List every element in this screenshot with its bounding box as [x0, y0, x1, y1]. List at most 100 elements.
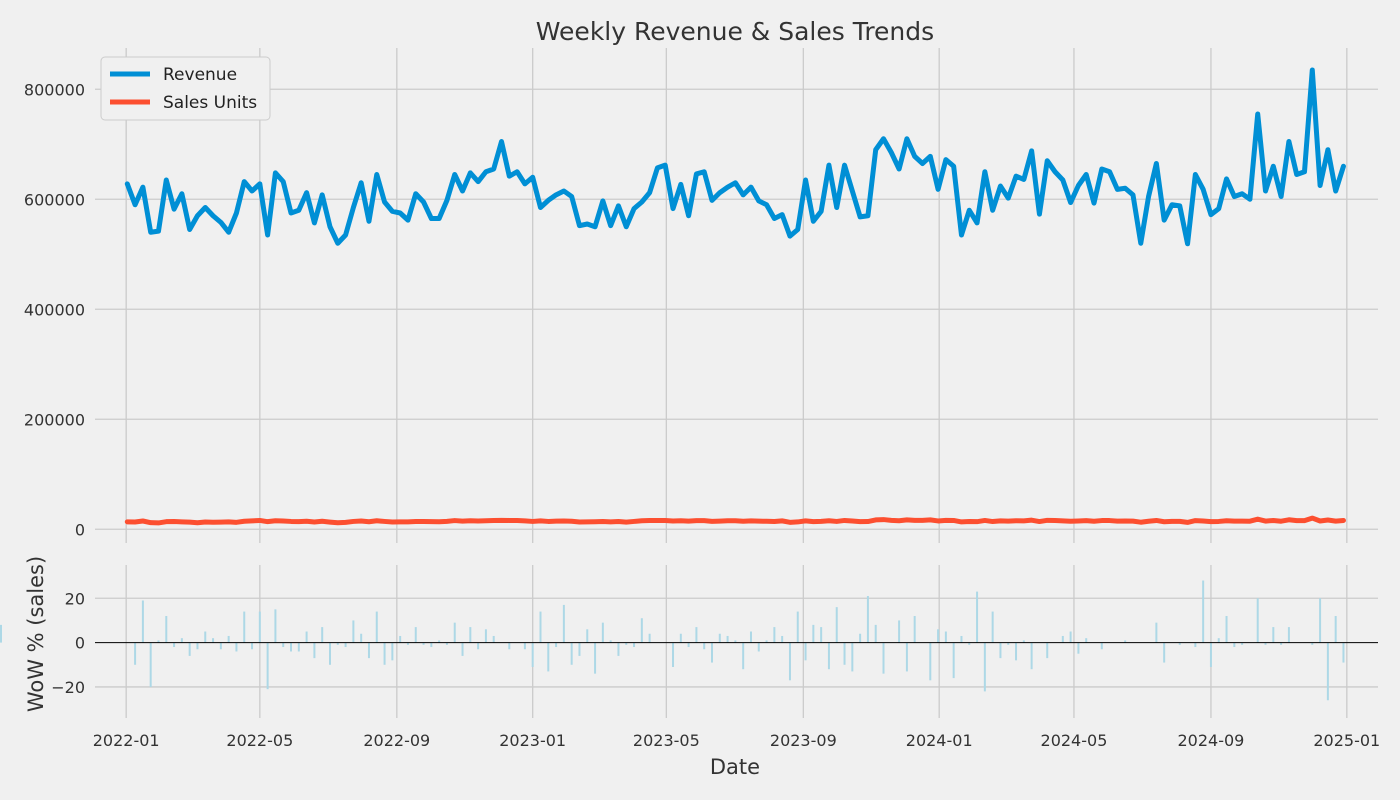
- wow-bar: [1264, 642, 1267, 645]
- wow-bar: [1342, 642, 1345, 663]
- wow-bar: [594, 642, 597, 674]
- wow-bar: [929, 642, 932, 681]
- x-tick-2024-05: 2024-05: [1041, 731, 1108, 750]
- wow-bar: [360, 633, 363, 643]
- wow-bar: [406, 642, 409, 645]
- wow-bar: [633, 642, 636, 648]
- wow-bar: [1085, 638, 1088, 643]
- wow-bar: [461, 642, 464, 656]
- wow-bar: [1178, 642, 1181, 645]
- wow-bar: [843, 642, 846, 665]
- wow-bar: [1046, 642, 1049, 659]
- wow-bar: [1326, 642, 1329, 701]
- wow-bar: [586, 629, 589, 643]
- wow-bar: [765, 640, 768, 643]
- wow-bar: [484, 629, 487, 643]
- top-y-tick-0: 0: [75, 520, 85, 539]
- wow-bar: [672, 642, 675, 667]
- top-grid: [95, 48, 1378, 543]
- wow-bar: [1069, 631, 1072, 643]
- wow-bar: [1311, 642, 1314, 645]
- wow-bar: [1194, 642, 1197, 648]
- legend-label-sales-units: Sales Units: [163, 93, 257, 113]
- wow-bar: [991, 611, 994, 643]
- wow-bar: [874, 624, 877, 643]
- wow-bar: [703, 642, 706, 650]
- wow-bar: [196, 642, 199, 650]
- wow-bar: [445, 642, 448, 645]
- wow-bar: [851, 642, 854, 672]
- wow-bar: [882, 642, 885, 674]
- wow-bar: [1233, 642, 1236, 648]
- wow-bar: [976, 591, 979, 643]
- wow-bar: [578, 642, 581, 656]
- wow-bar: [1287, 627, 1290, 643]
- wow-bar: [562, 604, 565, 643]
- x-tick-2022-09: 2022-09: [363, 731, 430, 750]
- wow-bar: [742, 642, 745, 670]
- wow-bar: [718, 633, 721, 643]
- wow-bar: [555, 642, 558, 648]
- wow-bar: [640, 618, 643, 643]
- wow-bar: [297, 642, 300, 652]
- wow-bar: [414, 627, 417, 643]
- wow-bar: [344, 642, 347, 648]
- wow-bar: [321, 627, 324, 643]
- wow-bar: [812, 624, 815, 643]
- wow-bars: [0, 580, 1345, 701]
- top-series: [124, 67, 1346, 526]
- bottom-grid: [95, 565, 1378, 718]
- legend: Revenue Sales Units: [100, 56, 271, 121]
- wow-bar: [375, 611, 378, 643]
- top-y-tick-600000: 600000: [24, 190, 85, 209]
- wow-bar: [243, 611, 246, 643]
- wow-bar: [820, 627, 823, 643]
- wow-bar: [430, 642, 433, 648]
- wow-bar: [383, 642, 386, 665]
- wow-bar: [679, 633, 682, 643]
- top-y-tick-200000: 200000: [24, 410, 85, 429]
- wow-bar: [711, 642, 713, 663]
- wow-bar: [235, 642, 238, 652]
- wow-bar: [1124, 640, 1127, 643]
- series-line-sales-units: [124, 515, 1346, 526]
- wow-bar: [835, 607, 838, 643]
- wow-bar: [422, 642, 425, 645]
- wow-bar: [648, 633, 651, 643]
- wow-bar: [523, 642, 526, 650]
- wow-bar: [905, 642, 908, 672]
- wow-bar: [274, 609, 277, 643]
- wow-bar: [531, 642, 534, 667]
- wow-bar: [749, 631, 752, 643]
- bottom-y-tick--20: −20: [51, 678, 85, 697]
- wow-bar: [1100, 642, 1103, 650]
- x-tick-2023-09: 2023-09: [770, 731, 837, 750]
- wow-bar: [141, 600, 144, 643]
- wow-bar: [1319, 598, 1322, 643]
- bottom-y-tick-0: 0: [75, 634, 85, 653]
- wow-bar: [180, 638, 183, 643]
- wow-bar: [539, 611, 542, 643]
- wow-bar: [508, 642, 511, 650]
- wow-bar: [781, 635, 784, 643]
- wow-bar: [204, 631, 207, 643]
- wow-bar: [188, 642, 191, 656]
- wow-bar: [1272, 627, 1275, 643]
- wow-bar: [1241, 642, 1244, 645]
- wow-bar: [1155, 622, 1158, 643]
- wow-bar: [999, 642, 1002, 659]
- x-tick-2024-01: 2024-01: [906, 731, 973, 750]
- x-tick-2025-01: 2025-01: [1313, 731, 1380, 750]
- wow-bar: [734, 640, 737, 643]
- wow-bar: [1015, 642, 1018, 661]
- wow-bar: [617, 642, 620, 656]
- wow-bar: [859, 633, 862, 643]
- wow-bar: [1202, 580, 1205, 643]
- wow-bar: [477, 642, 480, 650]
- wow-bar: [227, 635, 230, 643]
- wow-bar: [913, 616, 916, 643]
- wow-bar: [983, 642, 986, 692]
- x-tick-2023-05: 2023-05: [633, 731, 700, 750]
- x-tick-2022-01: 2022-01: [93, 731, 160, 750]
- wow-bar: [149, 642, 152, 687]
